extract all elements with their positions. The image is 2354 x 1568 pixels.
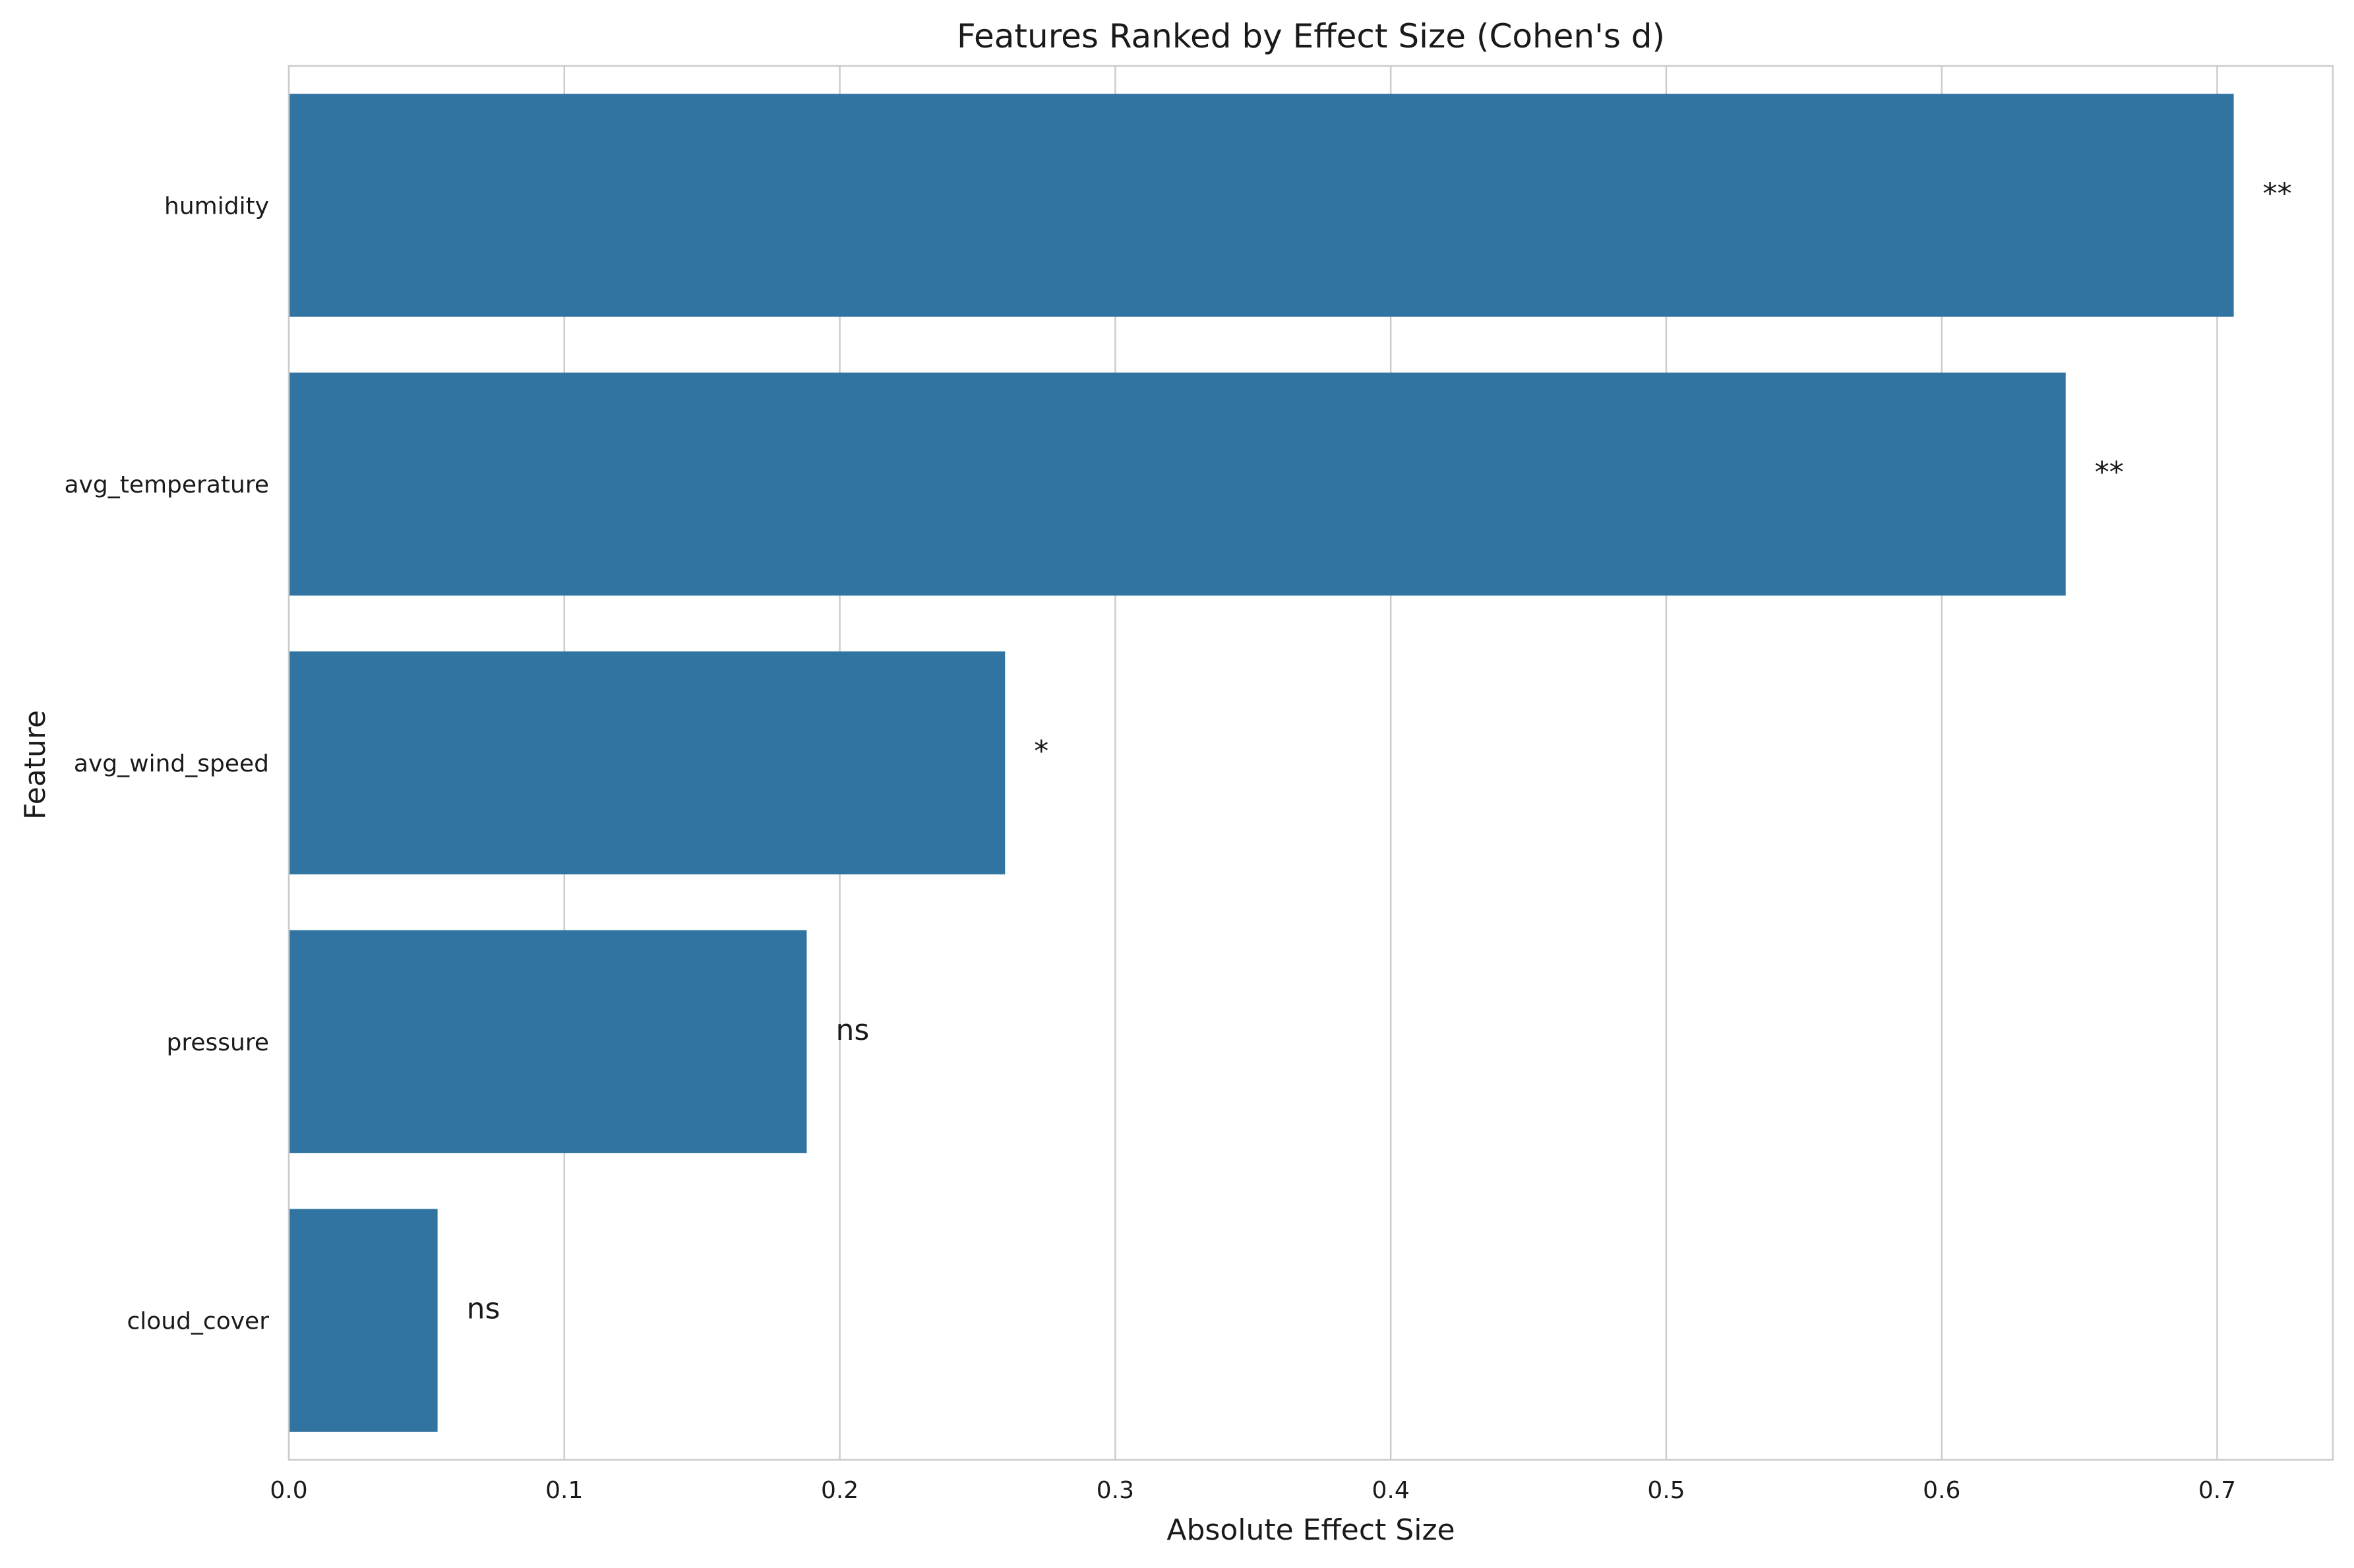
significance-label: ns [835,1013,869,1047]
x-tick-label: 0.2 [821,1477,859,1504]
x-tick-label: 0.1 [545,1477,583,1504]
y-tick-label: cloud_cover [127,1308,269,1335]
bar-cloud-cover [289,1209,438,1432]
significance-label: ns [467,1292,500,1326]
x-tick-label: 0.0 [270,1477,307,1504]
chart-title: Features Ranked by Effect Size (Cohen's … [957,17,1665,55]
x-tick-label: 0.6 [1923,1477,1960,1504]
y-tick-label: avg_wind_speed [74,750,269,777]
significance-label: * [1034,735,1048,768]
y-tick-label: pressure [167,1029,270,1056]
significance-label: ** [2095,456,2124,489]
x-tick-label: 0.5 [1647,1477,1685,1504]
x-tick-label: 0.4 [1372,1477,1410,1504]
bars [289,94,2234,1432]
x-tick-label: 0.3 [1097,1477,1134,1504]
y-tick-label: avg_temperature [65,471,270,498]
y-axis-label: Feature [18,710,52,820]
bar-humidity [289,94,2234,317]
x-axis-label: Absolute Effect Size [1166,1513,1455,1547]
plot-frame [287,65,2334,1461]
y-tick-labels: humidity avg_temperature avg_wind_speedpre… [65,193,270,1335]
bar-avg-temperature [289,373,2066,596]
y-tick-label: humidity [164,193,269,220]
significance-label: ** [2263,177,2292,210]
bar-pressure [289,930,807,1153]
x-tick-labels: 0.0 0.1 0.2 0.3 0.4 0.5 0.6 0.7 [270,1477,2236,1504]
bar-avg-wind-speed [289,651,1006,875]
x-tick-label: 0.7 [2198,1477,2236,1504]
